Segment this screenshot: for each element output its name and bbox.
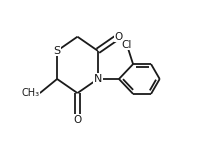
- Text: O: O: [114, 32, 122, 42]
- Text: N: N: [94, 74, 102, 84]
- Text: Cl: Cl: [122, 40, 132, 50]
- Text: O: O: [73, 115, 82, 125]
- Text: CH₃: CH₃: [22, 88, 40, 98]
- Text: S: S: [54, 46, 61, 56]
